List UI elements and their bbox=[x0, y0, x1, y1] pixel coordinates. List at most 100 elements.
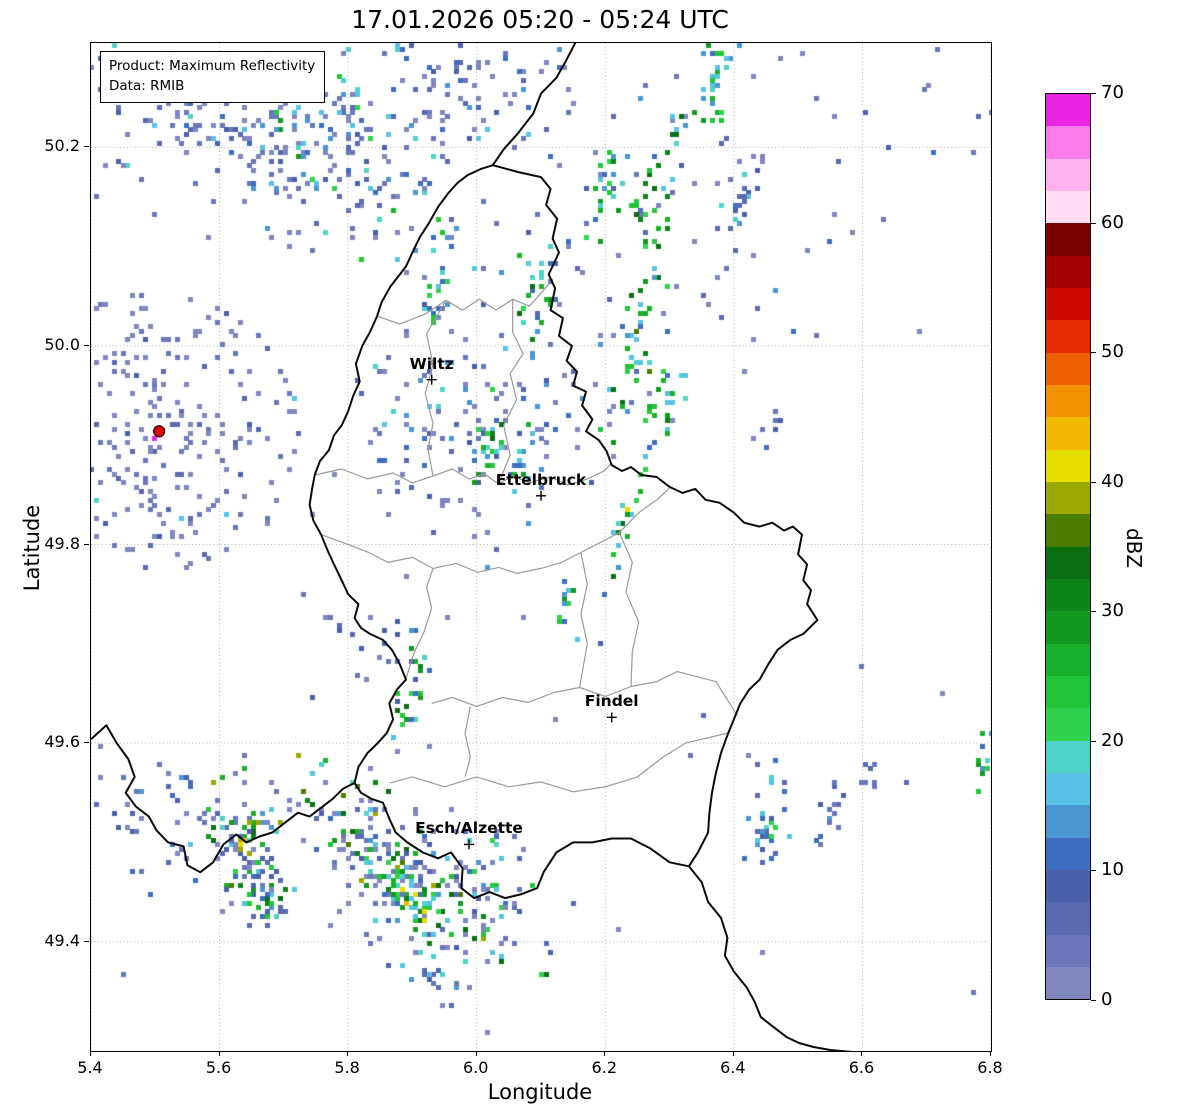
colorbar-tick-mark bbox=[1091, 352, 1096, 353]
y-tick-label: 49.8 bbox=[44, 533, 80, 553]
colorbar-tick-mark bbox=[1091, 1000, 1096, 1001]
x-tick-mark bbox=[604, 1051, 606, 1056]
x-tick-label: 6.0 bbox=[462, 1058, 489, 1077]
country-border bbox=[491, 43, 577, 166]
city-label-wiltz: Wiltz bbox=[409, 354, 454, 373]
map-plot: Wiltz Ettelbruck Findel Esch/Alzette Produc… bbox=[90, 42, 992, 1052]
x-tick-mark bbox=[861, 1051, 863, 1056]
x-tick-label: 5.8 bbox=[334, 1058, 360, 1077]
region-border bbox=[579, 552, 588, 688]
city-marker bbox=[536, 490, 546, 501]
region-border bbox=[405, 568, 434, 679]
colorbar-tick-label: 20 bbox=[1101, 730, 1124, 751]
colorbar-swatch bbox=[1046, 772, 1090, 806]
y-tick-label: 49.4 bbox=[44, 930, 80, 950]
region-border bbox=[464, 706, 471, 778]
colorbar-swatch bbox=[1046, 805, 1090, 838]
colorbar-swatch bbox=[1046, 223, 1090, 256]
colorbar-tick-label: 40 bbox=[1101, 471, 1124, 492]
colorbar bbox=[1045, 93, 1091, 1000]
city-labels-layer: Wiltz Ettelbruck Findel Esch/Alzette bbox=[91, 43, 991, 1051]
colorbar-swatches bbox=[1046, 94, 1090, 1000]
region-border bbox=[431, 671, 738, 716]
colorbar-tick-label: 30 bbox=[1101, 600, 1124, 621]
colorbar-swatch bbox=[1046, 837, 1090, 870]
country-border bbox=[688, 865, 853, 1051]
x-tick-mark bbox=[475, 1051, 477, 1056]
colorbar-swatch bbox=[1046, 740, 1090, 773]
region-border bbox=[424, 299, 447, 477]
colorbar-swatch bbox=[1046, 546, 1090, 579]
y-tick-mark bbox=[84, 742, 89, 744]
country-border bbox=[91, 724, 356, 874]
y-tick-mark bbox=[84, 344, 89, 346]
region-border bbox=[314, 462, 613, 486]
x-tick-label: 5.6 bbox=[205, 1058, 232, 1077]
colorbar-swatch bbox=[1046, 255, 1090, 288]
colorbar-swatch bbox=[1046, 611, 1090, 644]
colorbar-swatch bbox=[1046, 158, 1090, 191]
colorbar-swatch bbox=[1046, 869, 1090, 903]
product-line: Product: Maximum Reflectivity bbox=[109, 58, 316, 74]
x-tick-mark bbox=[218, 1051, 220, 1056]
colorbar-swatch bbox=[1046, 449, 1090, 482]
colorbar-label: dBZ bbox=[1122, 527, 1146, 569]
map-borders bbox=[91, 43, 853, 1051]
colorbar-swatch bbox=[1046, 708, 1090, 741]
colorbar-tick-label: 70 bbox=[1101, 82, 1124, 103]
colorbar-swatch bbox=[1046, 902, 1090, 935]
y-tick-mark bbox=[84, 543, 89, 545]
city-marker bbox=[606, 712, 617, 723]
colorbar-swatch bbox=[1046, 934, 1090, 967]
region-border bbox=[320, 486, 672, 574]
x-tick-label: 6.2 bbox=[591, 1058, 617, 1077]
y-tick-label: 49.6 bbox=[44, 732, 80, 752]
x-tick-mark bbox=[347, 1051, 349, 1056]
x-axis-label: Longitude bbox=[487, 1080, 593, 1104]
y-tick-mark bbox=[84, 940, 89, 942]
city-label-esch-alzette: Esch/Alzette bbox=[415, 819, 523, 838]
colorbar-swatch bbox=[1046, 126, 1090, 159]
colorbar-swatch bbox=[1046, 320, 1090, 353]
y-tick-label: 50.0 bbox=[44, 334, 80, 354]
x-tick-mark bbox=[732, 1051, 734, 1056]
x-tick-label: 6.4 bbox=[720, 1058, 746, 1077]
colorbar-swatch bbox=[1046, 578, 1090, 612]
colorbar-swatch bbox=[1046, 514, 1090, 547]
x-tick-mark bbox=[90, 1051, 91, 1056]
colorbar-swatch bbox=[1046, 481, 1090, 515]
y-tick-mark bbox=[84, 146, 89, 148]
colorbar-swatch bbox=[1046, 190, 1090, 224]
data-source-line: Data: RMIB bbox=[109, 78, 185, 95]
y-tick-label: 50.2 bbox=[44, 136, 80, 156]
colorbar-tick-mark bbox=[1091, 482, 1096, 483]
colorbar-tick-label: 0 bbox=[1101, 989, 1113, 1010]
city-marker bbox=[464, 839, 474, 850]
x-tick-label: 5.4 bbox=[77, 1058, 103, 1077]
colorbar-tick-mark bbox=[1091, 223, 1096, 224]
colorbar-swatch bbox=[1046, 675, 1090, 709]
x-tick-mark bbox=[990, 1051, 991, 1056]
colorbar-tick-mark bbox=[1091, 611, 1096, 612]
city-label-ettelbruck: Ettelbruck bbox=[495, 470, 587, 489]
product-info-box: Product: Maximum Reflectivity Data: RMIB bbox=[100, 51, 326, 103]
radar-site-marker bbox=[152, 425, 166, 438]
city-marker bbox=[426, 374, 437, 385]
colorbar-swatch bbox=[1046, 352, 1090, 385]
city-label-findel: Findel bbox=[584, 692, 639, 711]
colorbar-swatch bbox=[1046, 94, 1090, 127]
region-border bbox=[498, 299, 524, 485]
colorbar-tick-label: 10 bbox=[1101, 859, 1124, 880]
colorbar-tick-mark bbox=[1091, 93, 1096, 94]
colorbar-swatch bbox=[1046, 287, 1090, 321]
region-border bbox=[389, 732, 728, 793]
country-border bbox=[308, 164, 819, 900]
colorbar-swatch bbox=[1046, 384, 1090, 418]
figure-title: 17.01.2026 05:20 - 05:24 UTC bbox=[351, 5, 729, 34]
colorbar-swatch bbox=[1046, 643, 1090, 676]
colorbar-tick-mark bbox=[1091, 741, 1096, 742]
colorbar-swatch bbox=[1046, 417, 1090, 450]
radar-echo-layer bbox=[91, 43, 991, 1051]
colorbar-tick-mark bbox=[1091, 870, 1096, 871]
